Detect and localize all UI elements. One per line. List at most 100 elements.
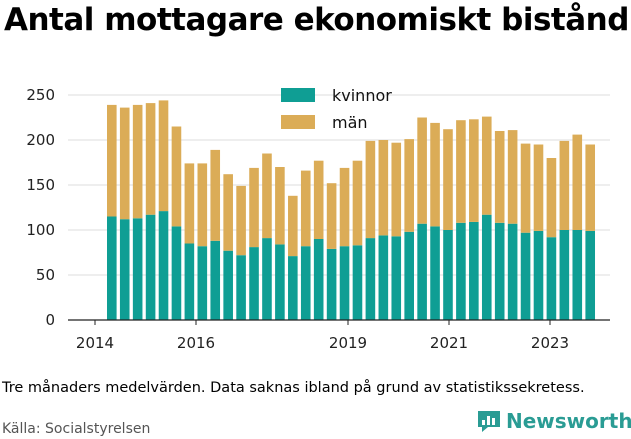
bar-kvinnor <box>559 230 570 320</box>
x-tick-label: 2019 <box>329 334 367 352</box>
bar-kvinnor <box>339 246 350 320</box>
bar-man <box>352 160 363 246</box>
bar-kvinnor <box>210 240 221 320</box>
bar-kvinnor <box>378 235 389 320</box>
bar-kvinnor <box>145 214 156 320</box>
bar-man <box>559 140 570 230</box>
bar-kvinnor <box>249 247 259 320</box>
bar-man <box>145 103 156 215</box>
legend-label-kvinnor: kvinnor <box>332 86 392 105</box>
bar-man <box>326 183 337 249</box>
bar-kvinnor <box>132 218 143 320</box>
bar-man <box>236 185 246 256</box>
x-tick-label: 2023 <box>531 334 569 352</box>
bar-man <box>494 131 505 223</box>
bar-man <box>443 129 453 230</box>
bar-kvinnor <box>417 223 427 320</box>
bar-kvinnor <box>404 231 414 320</box>
bar-kvinnor <box>197 246 208 320</box>
x-axis: 2014 2016 2019 2021 2023 <box>68 319 610 352</box>
bar-man <box>404 139 414 232</box>
bar-man <box>417 117 427 224</box>
bar-kvinnor <box>572 230 583 320</box>
bar-man <box>365 140 376 239</box>
bar-man <box>313 160 324 239</box>
newsworthy-logo-icon <box>478 411 500 432</box>
legend: kvinnor män <box>281 86 392 132</box>
chart-title: Antal mottagare ekonomiskt bistånd <box>4 2 629 38</box>
bar-man <box>300 170 311 247</box>
legend-swatch-kvinnor <box>281 88 315 102</box>
y-tick-label: 0 <box>45 311 55 329</box>
bar-man <box>378 140 389 236</box>
bar-man <box>119 107 130 220</box>
bar-kvinnor <box>520 232 531 320</box>
bar-man <box>520 143 531 233</box>
bar-kvinnor <box>481 214 492 320</box>
bar-man <box>132 104 143 219</box>
brand-logo[interactable]: Newsworthy <box>476 408 631 434</box>
bar-man <box>158 100 169 212</box>
x-tick-label: 2014 <box>76 334 114 352</box>
bar-kvinnor <box>288 256 298 320</box>
bar-kvinnor <box>326 248 337 320</box>
x-tick-label: 2016 <box>177 334 215 352</box>
bar-kvinnor <box>223 250 233 320</box>
bar-man <box>197 163 208 247</box>
x-tick-label: 2021 <box>430 334 468 352</box>
bar-kvinnor <box>300 246 311 320</box>
y-tick-label: 200 <box>26 131 55 149</box>
bar-kvinnor <box>585 230 596 320</box>
y-tick-label: 100 <box>26 221 55 239</box>
bar-man <box>456 120 466 223</box>
bar-man <box>430 122 440 227</box>
bar-kvinnor <box>430 226 440 320</box>
bar-kvinnor <box>469 221 479 320</box>
y-tick-label: 250 <box>26 86 55 104</box>
bar-man <box>391 142 402 237</box>
bar-man <box>210 149 221 241</box>
legend-swatch-man <box>281 115 315 129</box>
bar-man <box>481 116 492 215</box>
bar-man <box>546 158 557 238</box>
y-tick-label: 50 <box>36 266 55 284</box>
bar-kvinnor <box>456 222 466 320</box>
bar-kvinnor <box>236 255 246 320</box>
source-label: Källa: Socialstyrelsen <box>2 421 151 437</box>
bar-kvinnor <box>184 243 195 320</box>
bar-kvinnor <box>546 237 557 320</box>
y-tick-label: 150 <box>26 176 55 194</box>
bar-kvinnor <box>391 236 402 320</box>
bar-man <box>249 167 259 248</box>
bar-man <box>107 104 117 217</box>
bar-man <box>585 144 596 231</box>
bar-kvinnor <box>352 245 363 320</box>
bar-kvinnor <box>533 230 544 320</box>
bar-man <box>262 153 272 239</box>
bar-man <box>339 167 350 247</box>
bar-kvinnor <box>365 238 376 320</box>
bar-man <box>469 119 479 222</box>
bar-kvinnor <box>507 223 518 320</box>
bar-man <box>275 167 285 245</box>
bar-man <box>184 163 195 244</box>
bar-kvinnor <box>158 211 169 320</box>
bar-man <box>572 134 583 230</box>
bar-kvinnor <box>171 226 182 320</box>
bar-kvinnor <box>443 230 453 320</box>
bar-man <box>533 144 544 231</box>
bar-kvinnor <box>119 219 130 320</box>
grid-lines <box>68 94 610 276</box>
bar-man <box>171 126 182 227</box>
brand-name: Newsworthy <box>506 409 631 433</box>
legend-label-man: män <box>332 113 368 132</box>
bar-kvinnor <box>275 244 285 320</box>
y-axis-ticks: 0 50 100 150 200 250 <box>26 86 55 329</box>
bar-man <box>507 130 518 224</box>
bar-man <box>223 174 233 251</box>
bar-man <box>288 195 298 257</box>
bar-kvinnor <box>262 238 272 320</box>
chart-note: Tre månaders medelvärden. Data saknas ib… <box>2 380 585 396</box>
bar-kvinnor <box>494 222 505 320</box>
